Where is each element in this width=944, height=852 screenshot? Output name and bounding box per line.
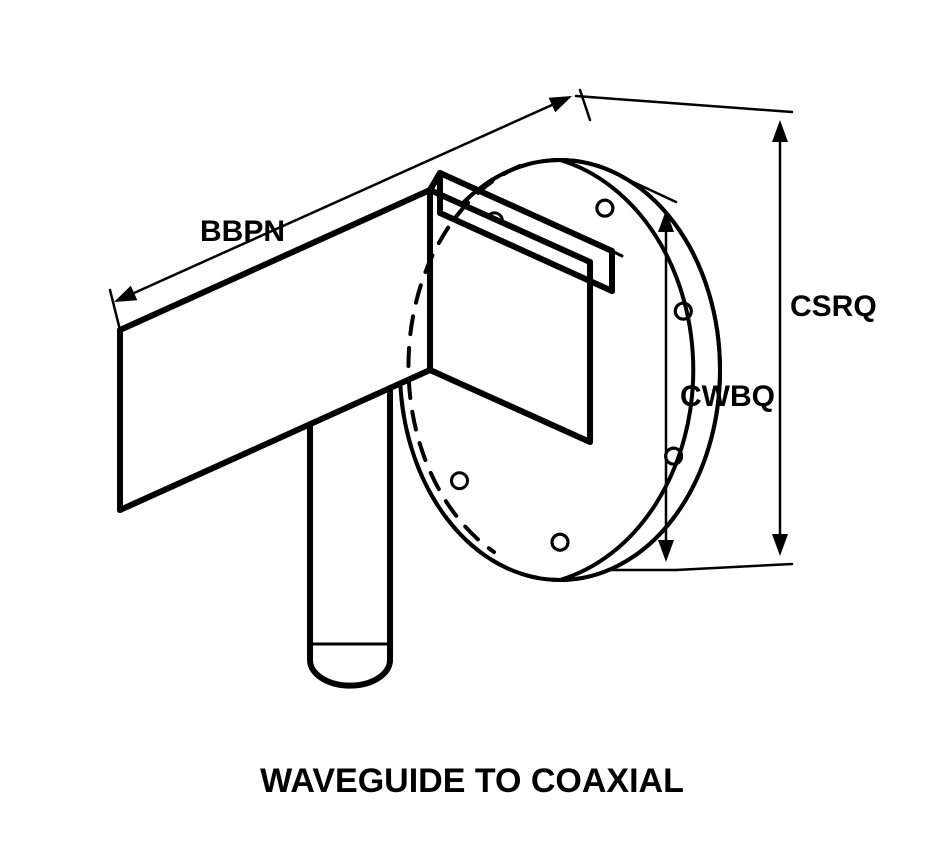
- diagram-title: WAVEGUIDE TO COAXIAL: [0, 762, 944, 801]
- diagram-canvas: WAVEGUIDE TO COAXIAL BBPN CWBQ CSRQ: [0, 0, 944, 852]
- diagram-svg: [0, 0, 944, 852]
- dimension-label-bbpn: BBPN: [200, 215, 285, 249]
- dimension-label-csrq: CSRQ: [790, 290, 877, 324]
- dimension-label-cwbq: CWBQ: [680, 380, 775, 414]
